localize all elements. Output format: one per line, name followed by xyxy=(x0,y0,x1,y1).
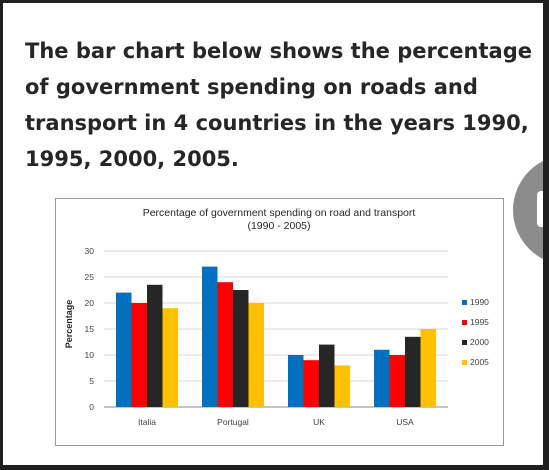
tick-layer: 0 5 10 15 20 25 30 Italia Portugal UK USA xyxy=(85,246,415,427)
legend-label-2005: 2005 xyxy=(470,357,489,367)
legend-swatch-2000 xyxy=(462,340,467,345)
bar-uk-2000 xyxy=(319,344,335,407)
bar-uk-2005 xyxy=(334,365,350,407)
y-tick-label: 5 xyxy=(89,376,94,386)
x-tick-label: UK xyxy=(313,417,325,427)
x-tick-label: Portugal xyxy=(217,417,249,427)
legend-label-1990: 1990 xyxy=(470,297,489,307)
bar-uk-1995 xyxy=(303,360,319,407)
floating-button-icon xyxy=(537,191,543,227)
legend-swatch-2005 xyxy=(462,360,467,365)
bar-italia-1995 xyxy=(131,303,147,407)
chart-subtitle: (1990 - 2005) xyxy=(247,220,310,232)
bar-italia-2000 xyxy=(147,284,163,407)
bar-portugal-1995 xyxy=(217,282,233,407)
y-tick-label: 30 xyxy=(85,246,95,256)
screenshot-frame: The bar chart below shows the percentage… xyxy=(3,3,543,465)
legend-swatch-1995 xyxy=(462,320,467,325)
bar-layer xyxy=(116,266,436,407)
bar-portugal-2005 xyxy=(248,303,264,407)
bar-usa-2005 xyxy=(420,329,436,407)
y-tick-label: 25 xyxy=(85,272,95,282)
bar-uk-1990 xyxy=(288,355,304,407)
y-tick-label: 20 xyxy=(85,298,95,308)
chart-title: Percentage of government spending on roa… xyxy=(143,207,416,219)
bar-italia-1990 xyxy=(116,292,132,407)
bar-usa-1990 xyxy=(374,349,390,407)
legend-label-2000: 2000 xyxy=(470,337,489,347)
legend: 1990 1995 2000 2005 xyxy=(462,297,489,367)
y-tick-label: 10 xyxy=(85,350,95,360)
question-heading: The bar chart below shows the percentage… xyxy=(25,39,532,171)
x-tick-label: Italia xyxy=(138,417,156,427)
bar-portugal-2000 xyxy=(233,290,249,407)
y-tick-label: 0 xyxy=(89,402,94,412)
chart-panel: Percentage of government spending on roa… xyxy=(55,198,504,446)
y-axis-label: Percentage xyxy=(64,300,74,349)
legend-label-1995: 1995 xyxy=(470,317,489,327)
legend-swatch-1990 xyxy=(462,300,467,305)
x-tick-label: USA xyxy=(396,417,414,427)
bar-usa-2000 xyxy=(405,336,421,407)
bar-usa-1995 xyxy=(389,355,405,407)
y-tick-label: 15 xyxy=(85,324,95,334)
bar-italia-2005 xyxy=(162,308,178,407)
bar-chart: Percentage of government spending on roa… xyxy=(64,207,489,427)
bar-portugal-1990 xyxy=(202,266,218,407)
